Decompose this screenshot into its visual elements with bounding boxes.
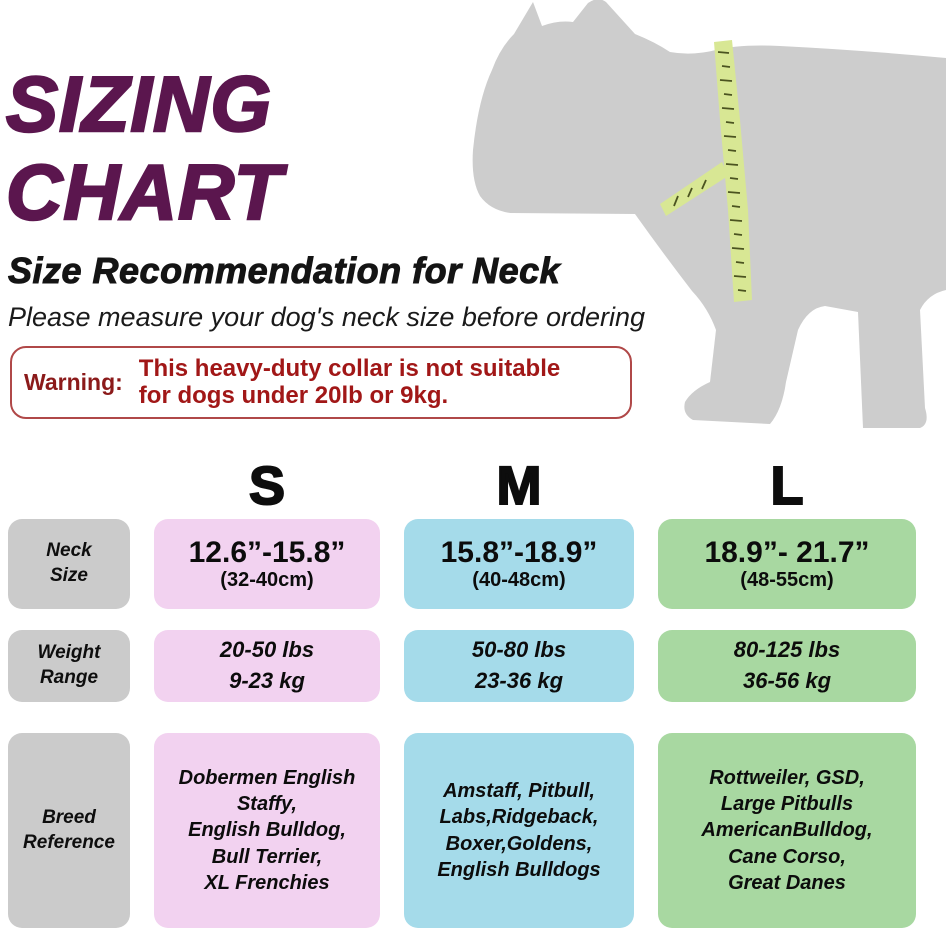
neck-size-l-cm: (48-55cm)	[740, 569, 834, 592]
breed-reference-l: Rottweiler, GSD, Large Pitbulls AmericanBu…	[658, 733, 916, 928]
neck-size-m-cm: (40-48cm)	[472, 569, 566, 592]
measuring-tape	[660, 40, 752, 302]
dog-silhouette-figure	[472, 0, 946, 428]
neck-size-s-cm: (32-40cm)	[220, 569, 314, 592]
weight-range-m-text: 50-80 lbs 23-36 kg	[471, 637, 567, 693]
page-title: SIZING CHART	[5, 59, 283, 238]
breed-reference-m-text: Amstaff, Pitbull, Labs,Ridgeback, Boxer,Go…	[437, 779, 601, 881]
tape-tick-marks	[673, 51, 747, 292]
weight-range-s-text: 20-50 lbs 9-23 kg	[219, 637, 315, 693]
breed-reference-l-text: Rottweiler, GSD, Large Pitbulls AmericanBu…	[701, 766, 873, 895]
measure-instruction: Please measure your dog's neck size befo…	[8, 302, 646, 332]
breed-reference-m: Amstaff, Pitbull, Labs,Ridgeback, Boxer,Go…	[404, 733, 634, 928]
warning-box: Warning: This heavy-duty collar is not s…	[10, 346, 632, 419]
size-letter-s: S	[248, 455, 286, 517]
weight-range-l: 80-125 lbs 36-56 kg	[658, 630, 916, 702]
neck-size-s-inches: 12.6”-15.8”	[188, 535, 346, 569]
neck-size-m-inches: 15.8”-18.9”	[440, 535, 598, 569]
neck-size-s: 12.6”-15.8” (32-40cm)	[154, 519, 380, 609]
breed-reference-s-text: Dobermen English Staffy, English Bulldog, B…	[178, 766, 356, 895]
size-letter-m: M	[496, 455, 543, 517]
subtitle: Size Recommendation for Neck	[7, 250, 561, 292]
weight-range-m: 50-80 lbs 23-36 kg	[404, 630, 634, 702]
breed-reference-s: Dobermen English Staffy, English Bulldog, B…	[154, 733, 380, 928]
neck-size-l-inches: 18.9”- 21.7”	[704, 535, 870, 569]
row-label-neck-size: Neck Size	[8, 519, 130, 609]
row-label-weight-range: Weight Range	[8, 630, 130, 702]
dog-silhouette	[472, 0, 946, 428]
weight-range-l-text: 80-125 lbs 36-56 kg	[733, 637, 841, 693]
neck-size-l: 18.9”- 21.7” (48-55cm)	[658, 519, 916, 609]
row-label-breed-reference: Breed Reference	[8, 733, 130, 928]
weight-range-s: 20-50 lbs 9-23 kg	[154, 630, 380, 702]
neck-size-m: 15.8”-18.9” (40-48cm)	[404, 519, 634, 609]
size-letter-l: L	[770, 455, 805, 517]
warning-text: This heavy-duty collar is not suitable fo…	[138, 355, 561, 409]
warning-label: Warning:	[24, 369, 123, 395]
size-table: S M L Neck Size 12.6”-15.8” (32-40cm) 15.…	[8, 452, 916, 928]
